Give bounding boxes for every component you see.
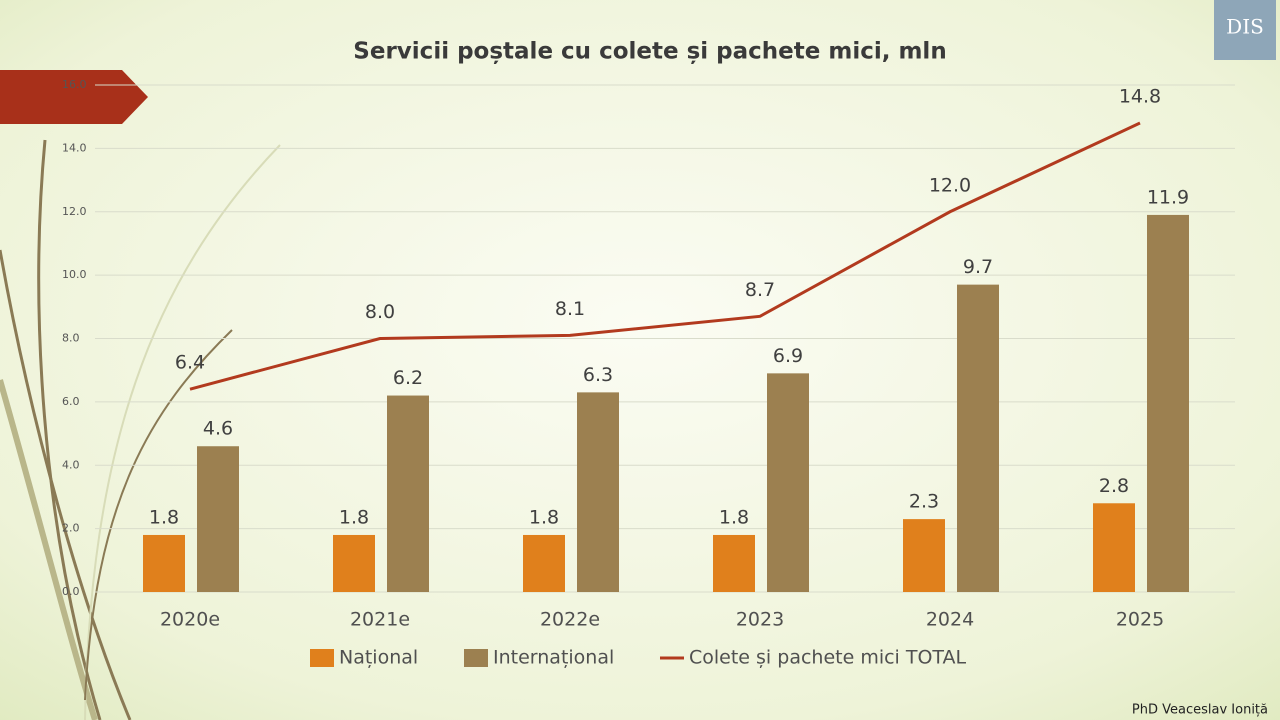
value-label: 8.0: [365, 301, 395, 323]
legend-label: Național: [339, 647, 418, 669]
bar: [957, 284, 999, 592]
bar: [1147, 214, 1189, 592]
y-tick-label: 6.0: [62, 395, 80, 408]
value-label: 6.2: [393, 367, 423, 389]
value-label: 8.7: [745, 279, 775, 301]
value-label: 6.9: [773, 345, 803, 367]
legend-label: Colete și pachete mici TOTAL: [689, 647, 967, 669]
y-tick-label: 2.0: [62, 522, 80, 535]
x-tick-label: 2024: [926, 609, 974, 631]
value-label: 1.8: [529, 506, 559, 528]
arrow-banner: [0, 70, 148, 124]
author: PhD Veaceslav Ioniță: [1132, 703, 1268, 718]
legend-swatch: [310, 649, 334, 667]
value-label: 1.8: [339, 506, 369, 528]
y-tick-label: 10.0: [62, 268, 87, 281]
value-label: 2.8: [1099, 475, 1129, 497]
line: [189, 121, 1141, 391]
y-tick-label: 14.0: [62, 141, 87, 154]
y-tick-label: 12.0: [62, 205, 87, 218]
x-tick-label: 2021e: [350, 609, 410, 631]
bar: [903, 519, 945, 592]
bar: [1093, 503, 1135, 592]
value-label: 1.8: [149, 506, 179, 528]
value-label: 12.0: [929, 174, 971, 196]
value-label: 8.1: [555, 298, 585, 320]
legend-swatch: [464, 649, 488, 667]
value-label: 9.7: [963, 256, 993, 278]
y-tick-label: 4.0: [62, 458, 80, 471]
value-label: 4.6: [203, 418, 233, 440]
value-label: 1.8: [719, 506, 749, 528]
bar: [333, 534, 375, 592]
bar: [143, 534, 185, 592]
plot: 0.0 2.0 4.0 6.0 8.0 10.0 12.0 14.0 16.0 2020e 2021…: [62, 78, 1235, 669]
value-label: 11.9: [1147, 186, 1189, 208]
logo: [1214, 0, 1276, 60]
y-tick-label: 8.0: [62, 332, 80, 345]
decoration: [0, 139, 281, 720]
value-label: 14.8: [1119, 86, 1161, 108]
legend-label: Internațional: [493, 647, 614, 669]
y-tick-label: 16.0: [62, 78, 87, 91]
value-label: 6.3: [583, 364, 613, 386]
bar: [577, 392, 619, 592]
bar: [767, 373, 809, 592]
value-label: 2.3: [909, 491, 939, 513]
x-tick-label: 2025: [1116, 609, 1164, 631]
value-label: 6.4: [175, 352, 205, 374]
bar: [523, 534, 565, 592]
x-tick-label: 2023: [736, 609, 784, 631]
bar: [387, 395, 429, 592]
bar: [713, 534, 755, 592]
chart-title: Servicii poștale cu colete și pachete mi…: [353, 39, 946, 65]
x-tick-label: 2022e: [540, 609, 600, 631]
y-tick-label: 0.0: [62, 585, 80, 598]
logo-text: DIS: [1226, 15, 1264, 39]
bar: [197, 446, 239, 592]
x-tick-label: 2020e: [160, 609, 220, 631]
